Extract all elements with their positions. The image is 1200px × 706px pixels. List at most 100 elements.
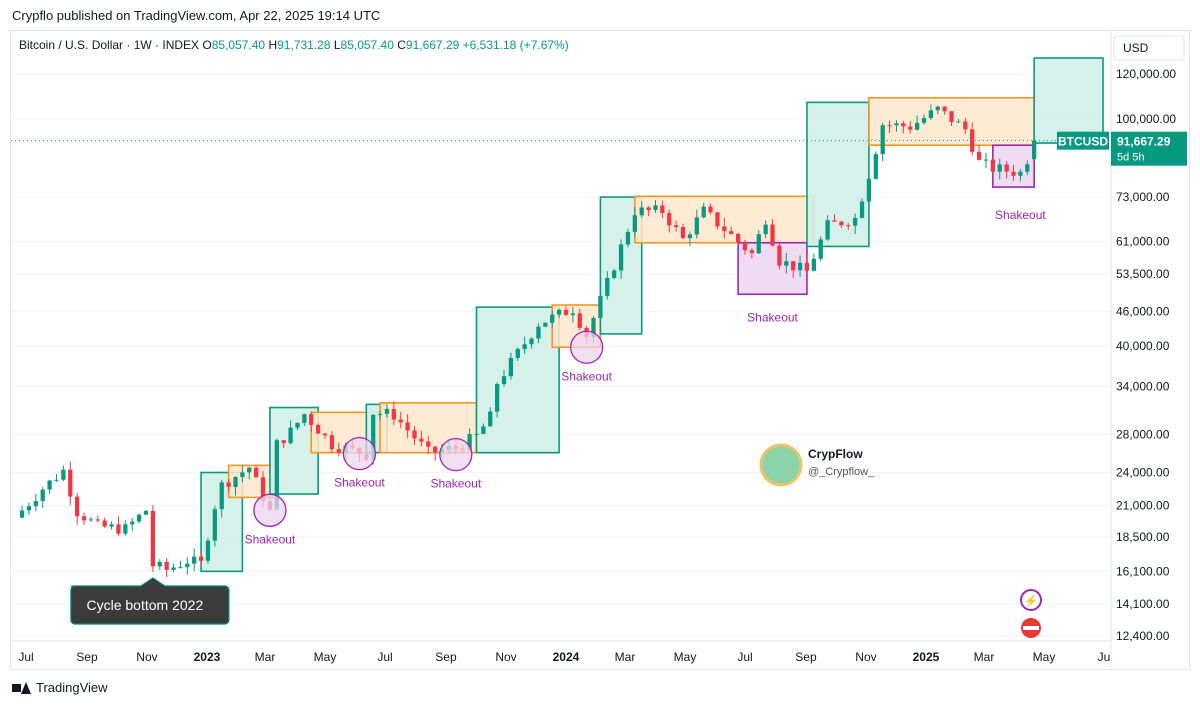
- candle-body: [260, 477, 266, 502]
- candle-body: [618, 244, 624, 271]
- candle-body: [674, 225, 679, 228]
- candle-body: [866, 178, 872, 202]
- shakeout-label: Shakeout: [245, 532, 296, 546]
- candle-body: [901, 123, 906, 127]
- candle-body: [887, 125, 892, 127]
- candle-body: [522, 344, 527, 350]
- candle-body: [694, 217, 699, 235]
- shakeout-label: Shakeout: [995, 208, 1046, 222]
- candle-body: [515, 349, 520, 358]
- candle-body: [281, 440, 286, 444]
- candle-body: [832, 220, 837, 222]
- candle-body: [274, 440, 279, 510]
- candle-body: [942, 106, 947, 112]
- candle-body: [494, 384, 500, 412]
- candle-body: [130, 521, 135, 525]
- x-tick-label: Jul: [737, 650, 752, 664]
- us-flag-stripe: [1023, 626, 1039, 630]
- candle-body: [639, 207, 644, 216]
- crypflow-avatar: [759, 443, 803, 487]
- y-tick-label: 28,000.00: [1116, 427, 1170, 441]
- x-tick-label: 2024: [553, 650, 580, 664]
- candle-body: [908, 126, 913, 130]
- legend-part: O: [199, 38, 212, 52]
- candle-body: [715, 212, 720, 227]
- tradingview-brand[interactable]: TradingView: [12, 680, 108, 695]
- ticker-label: BTCUSD: [1058, 135, 1108, 149]
- candle-body: [935, 106, 940, 111]
- candle-body: [219, 482, 224, 510]
- candle-body: [95, 519, 100, 521]
- candle-body: [804, 262, 810, 271]
- candle-body: [612, 270, 617, 278]
- y-tick-label: 61,000.00: [1116, 235, 1170, 249]
- y-tick-label: 120,000.00: [1116, 67, 1176, 81]
- x-tick-label: Ju: [1098, 650, 1111, 664]
- x-tick-label: 2023: [194, 650, 221, 664]
- legend-part: C: [394, 38, 406, 52]
- candle-body: [729, 231, 734, 235]
- candle-body: [653, 205, 658, 210]
- candle-body: [481, 426, 486, 434]
- candle-body: [233, 477, 238, 487]
- candle-body: [240, 472, 245, 478]
- candle-body: [1025, 164, 1030, 172]
- candle-body: [543, 322, 548, 327]
- publisher-credit: Crypflo published on TradingView.com, Ap…: [12, 8, 381, 23]
- price-chart[interactable]: Shakeout Shakeout Shakeout Shakeout Shakeout…: [11, 31, 1189, 669]
- candle-body: [529, 338, 534, 345]
- impulse-zone: [806, 101, 870, 248]
- candle-body: [949, 111, 954, 123]
- candle-body: [295, 422, 300, 428]
- x-tick-label: May: [1033, 650, 1056, 664]
- y-tick-label: 14,100.00: [1116, 597, 1170, 611]
- candle-body: [384, 408, 390, 414]
- tradingview-logo-icon: [12, 681, 31, 694]
- y-tick-label: 40,000.00: [1116, 339, 1170, 353]
- candle-body: [288, 427, 293, 444]
- legend-part: Bitcoin / U.S. Dollar · 1W · INDEX: [19, 38, 199, 52]
- y-tick-label: 73,000.00: [1116, 190, 1170, 204]
- watermark-handle: @_Crypflow_: [808, 466, 875, 478]
- candle-body: [164, 561, 169, 570]
- candle-body: [921, 118, 927, 123]
- impulse-zone: [1033, 57, 1104, 144]
- candle-body: [563, 309, 569, 316]
- y-tick-label: 21,000.00: [1116, 499, 1170, 513]
- candle-body: [102, 520, 107, 527]
- candle-body: [880, 125, 885, 155]
- candle-body: [19, 510, 25, 518]
- shakeout-circle: [569, 330, 604, 364]
- candle-body: [61, 469, 66, 480]
- candle-body: [47, 480, 52, 490]
- candle-body: [157, 561, 162, 567]
- candle-body: [811, 258, 816, 271]
- shakeout-circle: [342, 436, 377, 471]
- x-tick-label: Mar: [615, 650, 636, 664]
- shakeout-circle: [253, 493, 287, 527]
- shakeout-label: Shakeout: [430, 477, 481, 491]
- y-tick-label: 18,500.00: [1116, 530, 1170, 544]
- candle-body: [970, 129, 975, 152]
- candle-body: [914, 122, 920, 130]
- candle-body: [770, 224, 775, 246]
- shakeout-circle: [439, 437, 473, 472]
- x-tick-label: May: [674, 650, 697, 664]
- candle-body: [123, 524, 128, 534]
- candle-body: [577, 313, 582, 328]
- candle-body: [839, 221, 844, 226]
- chart-panel[interactable]: Shakeout Shakeout Shakeout Shakeout Shakeout…: [10, 30, 1190, 670]
- candle-body: [75, 496, 80, 517]
- shakeout-label: Shakeout: [561, 369, 612, 383]
- currency-button: [1113, 35, 1185, 61]
- shakeout-label: Shakeout: [334, 476, 385, 490]
- candle-body: [254, 467, 259, 478]
- candle-body: [1032, 140, 1037, 160]
- candle-body: [40, 489, 45, 502]
- shakeout-zone: [737, 241, 808, 296]
- x-tick-label: Nov: [495, 650, 516, 664]
- candle-body: [1011, 171, 1016, 176]
- legend-part: 91,731.28: [277, 38, 331, 52]
- callout-label: Cycle bottom 2022: [87, 597, 204, 613]
- candle-body: [226, 482, 231, 487]
